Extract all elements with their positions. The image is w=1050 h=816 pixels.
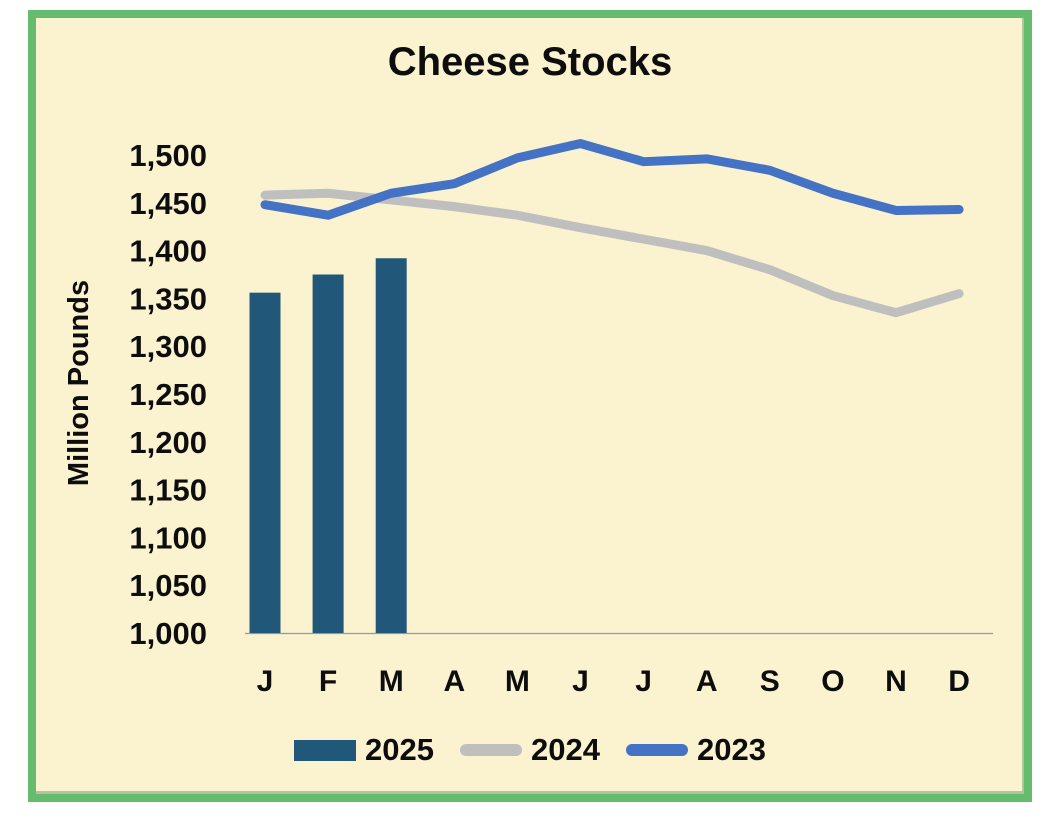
legend-label-2024: 2024 [531,732,600,767]
chart-title: Cheese Stocks [387,40,673,84]
legend-swatch-2023-line [625,744,688,756]
y-axis-tick-label: 1,400 [129,234,207,269]
line-2023 [260,139,964,220]
line-2024 [260,188,964,318]
bar-2025 [249,292,281,633]
x-axis-label: A [696,665,718,698]
x-axis-label: O [821,665,844,698]
legend-swatch-2025-bar [294,739,357,761]
bar-2025 [312,274,344,633]
y-axis-tick-label: 1,350 [129,281,207,316]
x-axis-label: F [319,665,337,698]
y-axis-tick-label: 1,300 [129,329,207,364]
x-axis-label: N [885,665,907,698]
x-axis-label: S [760,665,780,698]
x-axis-label: M [379,665,404,698]
x-axis-label: J [635,665,652,698]
chart-frame [28,10,1032,802]
legend-label-2025: 2025 [365,732,435,767]
legend: 2025 2024 2023 [28,732,1032,768]
y-axis-tick-label: 1,100 [129,520,207,555]
legend-swatch-2024-line [460,744,523,756]
y-axis-tick-label: 1,450 [129,186,207,221]
legend-item-2025: 2025 [294,732,434,768]
x-axis-label: M [505,665,530,698]
x-axis-label: J [572,665,589,698]
y-axis-tick-label: 1,500 [129,138,207,173]
x-axis-label: D [948,665,970,698]
bar-2025 [375,258,407,633]
legend-item-2023: 2023 [625,732,766,768]
y-axis-tick-label: 1,200 [129,425,207,460]
y-axis-tick-label: 1,000 [129,616,207,651]
y-axis-tick-label: 1,150 [129,473,207,508]
legend-item-2024: 2024 [460,732,600,768]
legend-label-2023: 2023 [696,732,766,767]
x-axis-label: A [443,665,465,698]
x-axis-label: J [257,665,274,698]
y-axis-title: Million Pounds [63,280,95,486]
y-axis-tick-label: 1,250 [129,377,207,412]
y-axis-tick-label: 1,050 [129,568,207,603]
